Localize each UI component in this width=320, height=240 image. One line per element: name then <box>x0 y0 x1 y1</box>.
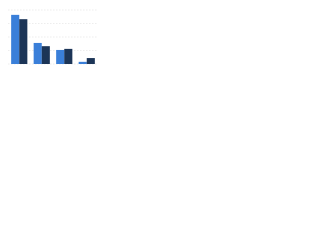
bar <box>33 42 42 64</box>
bar <box>56 49 65 64</box>
chart <box>8 9 98 65</box>
bar <box>86 58 95 64</box>
bar <box>41 46 50 64</box>
bar <box>78 61 87 64</box>
bar <box>19 19 28 64</box>
page: {"chart_data": {"type": "bar", "categori… <box>0 0 320 71</box>
bar <box>64 48 73 64</box>
bar <box>11 14 20 64</box>
